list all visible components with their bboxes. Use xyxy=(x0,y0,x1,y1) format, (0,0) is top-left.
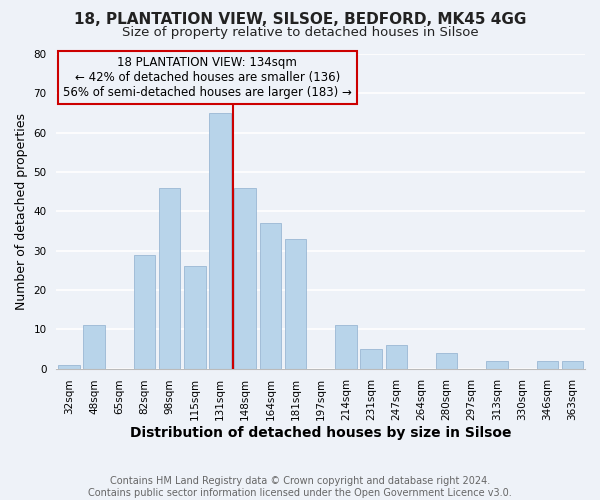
Bar xyxy=(361,349,382,368)
X-axis label: Distribution of detached houses by size in Silsoe: Distribution of detached houses by size … xyxy=(130,426,511,440)
Text: Size of property relative to detached houses in Silsoe: Size of property relative to detached ho… xyxy=(122,26,478,39)
Y-axis label: Number of detached properties: Number of detached properties xyxy=(15,113,28,310)
Bar xyxy=(184,266,206,368)
Bar xyxy=(209,113,231,368)
Bar xyxy=(134,254,155,368)
Bar xyxy=(436,353,457,368)
Text: Contains HM Land Registry data © Crown copyright and database right 2024.
Contai: Contains HM Land Registry data © Crown c… xyxy=(88,476,512,498)
Text: 18, PLANTATION VIEW, SILSOE, BEDFORD, MK45 4GG: 18, PLANTATION VIEW, SILSOE, BEDFORD, MK… xyxy=(74,12,526,28)
Bar xyxy=(285,239,306,368)
Bar xyxy=(486,360,508,368)
Bar xyxy=(58,364,80,368)
Bar xyxy=(83,326,105,368)
Bar xyxy=(235,188,256,368)
Bar xyxy=(260,223,281,368)
Bar xyxy=(386,345,407,368)
Bar xyxy=(536,360,558,368)
Bar xyxy=(562,360,583,368)
Bar xyxy=(335,326,356,368)
Text: 18 PLANTATION VIEW: 134sqm
← 42% of detached houses are smaller (136)
56% of sem: 18 PLANTATION VIEW: 134sqm ← 42% of deta… xyxy=(63,56,352,99)
Bar xyxy=(159,188,181,368)
